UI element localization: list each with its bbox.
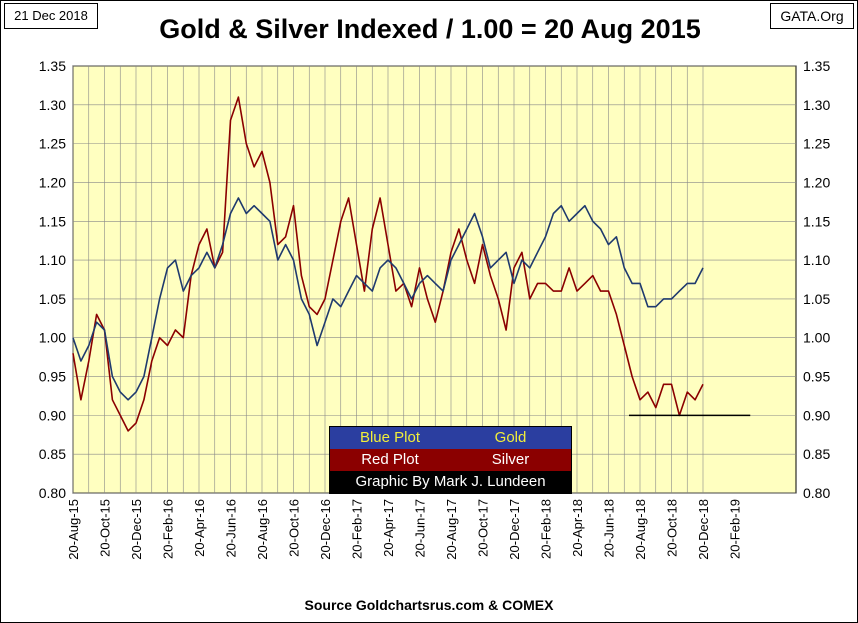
- x-tick-label: 20-Dec-16: [318, 499, 333, 560]
- y-tick-label-right: 1.35: [803, 58, 830, 74]
- x-tick-label: 20-Dec-17: [507, 499, 522, 560]
- legend-silver-name: Silver: [491, 451, 530, 468]
- y-tick-label-right: 1.05: [803, 291, 830, 307]
- y-tick-label-left: 0.95: [39, 369, 66, 385]
- site-box: GATA.Org: [770, 3, 854, 29]
- source-note: Source Goldchartsrus.com & COMEX: [304, 597, 554, 613]
- series-line-gold: [72, 197, 704, 401]
- x-tick-label: 20-Aug-17: [444, 499, 459, 560]
- legend-row-gold: Blue Plot Gold: [330, 427, 571, 449]
- y-tick-label-right: 1.00: [803, 330, 830, 346]
- gridlines: [72, 65, 796, 494]
- x-tick-label: 20-Jun-16: [224, 499, 239, 558]
- x-tick-label: 20-Feb-16: [161, 499, 176, 559]
- x-tick-label: 20-Dec-18: [696, 499, 711, 560]
- y-tick-label-right: 0.95: [803, 369, 830, 385]
- x-tick-label: 20-Apr-17: [381, 499, 396, 557]
- x-tick-label: 20-Feb-18: [539, 499, 554, 559]
- x-tick-label: 20-Apr-16: [192, 499, 207, 557]
- y-tick-label-left: 1.25: [39, 136, 66, 152]
- legend-gold-label: Blue Plot: [359, 429, 421, 446]
- x-tick-label: 20-Oct-17: [476, 499, 491, 557]
- x-tick-label: 20-Apr-18: [570, 499, 585, 557]
- legend-row-credit: Graphic By Mark J. Lundeen: [330, 471, 571, 493]
- y-tick-label-left: 1.15: [39, 213, 66, 229]
- y-tick-label-right: 0.85: [803, 446, 830, 462]
- legend-silver-label: Red Plot: [361, 451, 419, 468]
- y-tick-label-right: 1.10: [803, 252, 830, 268]
- y-tick-label-right: 1.15: [803, 213, 830, 229]
- y-tick-label-right: 1.25: [803, 136, 830, 152]
- y-tick-label-right: 0.80: [803, 485, 830, 501]
- y-tick-label-left: 0.85: [39, 446, 66, 462]
- legend-row-silver: Red Plot Silver: [330, 449, 571, 471]
- y-tick-label-left: 1.00: [39, 330, 66, 346]
- y-tick-label-left: 0.90: [39, 407, 66, 423]
- x-tick-label: 20-Dec-15: [129, 499, 144, 560]
- x-tick-label: 20-Oct-15: [98, 499, 113, 557]
- y-tick-label-left: 1.35: [39, 58, 66, 74]
- x-axis: 20-Aug-15 20-Oct-15 20-Dec-15 20-Feb-16 20-A…: [66, 499, 743, 560]
- y-tick-label-right: 1.20: [803, 174, 830, 190]
- y-tick-label-left: 1.10: [39, 252, 66, 268]
- y-tick-label-left: 1.30: [39, 97, 66, 113]
- x-tick-label: 20-Jun-18: [602, 499, 617, 558]
- y-axis-right: 0.80 0.85 0.90 0.95 1.00 1.05 1.10 1.15 1.20 1.25…: [803, 58, 830, 501]
- y-tick-label-right: 1.30: [803, 97, 830, 113]
- y-tick-label-right: 0.90: [803, 407, 830, 423]
- x-tick-label: 20-Aug-15: [66, 499, 81, 560]
- x-tick-label: 20-Oct-18: [665, 499, 680, 557]
- x-tick-label: 20-Feb-19: [728, 499, 743, 559]
- y-tick-label-left: 1.20: [39, 174, 66, 190]
- legend: Blue Plot Gold Red Plot Silver Graphic B…: [329, 426, 572, 494]
- x-tick-label: 20-Jun-17: [413, 499, 428, 558]
- legend-credit: Graphic By Mark J. Lundeen: [355, 473, 546, 490]
- chart-title: Gold & Silver Indexed / 1.00 = 20 Aug 20…: [159, 14, 701, 44]
- y-tick-label-left: 0.80: [39, 485, 66, 501]
- x-tick-label: 20-Aug-16: [255, 499, 270, 560]
- series-layer: [72, 96, 751, 432]
- y-tick-label-left: 1.05: [39, 291, 66, 307]
- date-box: 21 Dec 2018: [4, 3, 98, 29]
- x-tick-label: 20-Aug-18: [633, 499, 648, 560]
- plot-area: [72, 65, 797, 494]
- legend-gold-name: Gold: [494, 429, 527, 446]
- x-tick-label: 20-Feb-17: [350, 499, 365, 559]
- x-tick-label: 20-Oct-16: [287, 499, 302, 557]
- y-axis-left: 0.80 0.85 0.90 0.95 1.00 1.05 1.10 1.15 1.20 1.25…: [39, 58, 66, 501]
- series-line-silver: [72, 96, 704, 432]
